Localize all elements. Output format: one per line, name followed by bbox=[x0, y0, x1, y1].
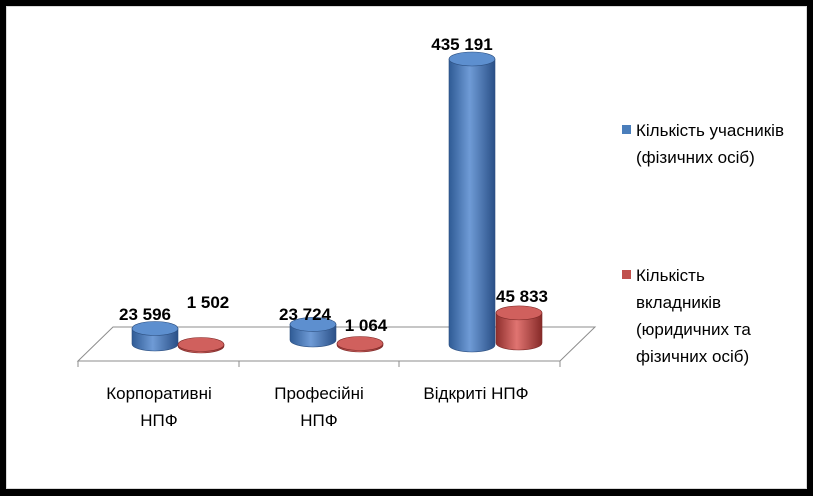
chart-panel bbox=[6, 6, 807, 489]
legend-swatch bbox=[622, 125, 631, 134]
value-label-depositors-3: 45 833 bbox=[496, 287, 548, 306]
legend-item-2: Кількість вкладників (юридичних та фізичних… bbox=[622, 266, 751, 366]
legend: Кількість учасників (фізичних осіб) Кількі… bbox=[622, 121, 784, 366]
category-labels-layer: Корпоративні НПФ Професійні НПФ Відкриті НПФ bbox=[106, 384, 528, 430]
value-label-depositors-2: 1 064 bbox=[345, 316, 388, 335]
bar-participants-3 bbox=[448, 51, 496, 353]
value-labels-layer: 23 596 23 724 435 191 1 502 1 064 45 833 bbox=[119, 35, 548, 335]
category-label-1: Корпоративні НПФ bbox=[106, 384, 212, 430]
bar-depositors-1 bbox=[177, 337, 225, 354]
category-label-3: Відкриті НПФ bbox=[423, 384, 528, 403]
legend-item-1: Кількість учасників (фізичних осіб) bbox=[622, 121, 784, 167]
legend-swatch bbox=[622, 270, 631, 279]
legend-label: Кількість учасників (фізичних осіб) bbox=[636, 121, 784, 167]
category-label-2: Професійні НПФ bbox=[274, 384, 364, 430]
legend-label: Кількість вкладників (юридичних та фізичних… bbox=[636, 266, 751, 366]
bar-participants-2 bbox=[289, 317, 337, 348]
value-label-participants-2: 23 724 bbox=[279, 305, 332, 324]
value-label-participants-1: 23 596 bbox=[119, 305, 171, 324]
bar-depositors-3 bbox=[495, 305, 543, 351]
value-label-depositors-1: 1 502 bbox=[187, 293, 230, 312]
bars-layer bbox=[131, 51, 543, 354]
bar-participants-1 bbox=[131, 321, 179, 352]
value-label-participants-3: 435 191 bbox=[431, 35, 492, 54]
bar-depositors-2 bbox=[336, 336, 384, 353]
